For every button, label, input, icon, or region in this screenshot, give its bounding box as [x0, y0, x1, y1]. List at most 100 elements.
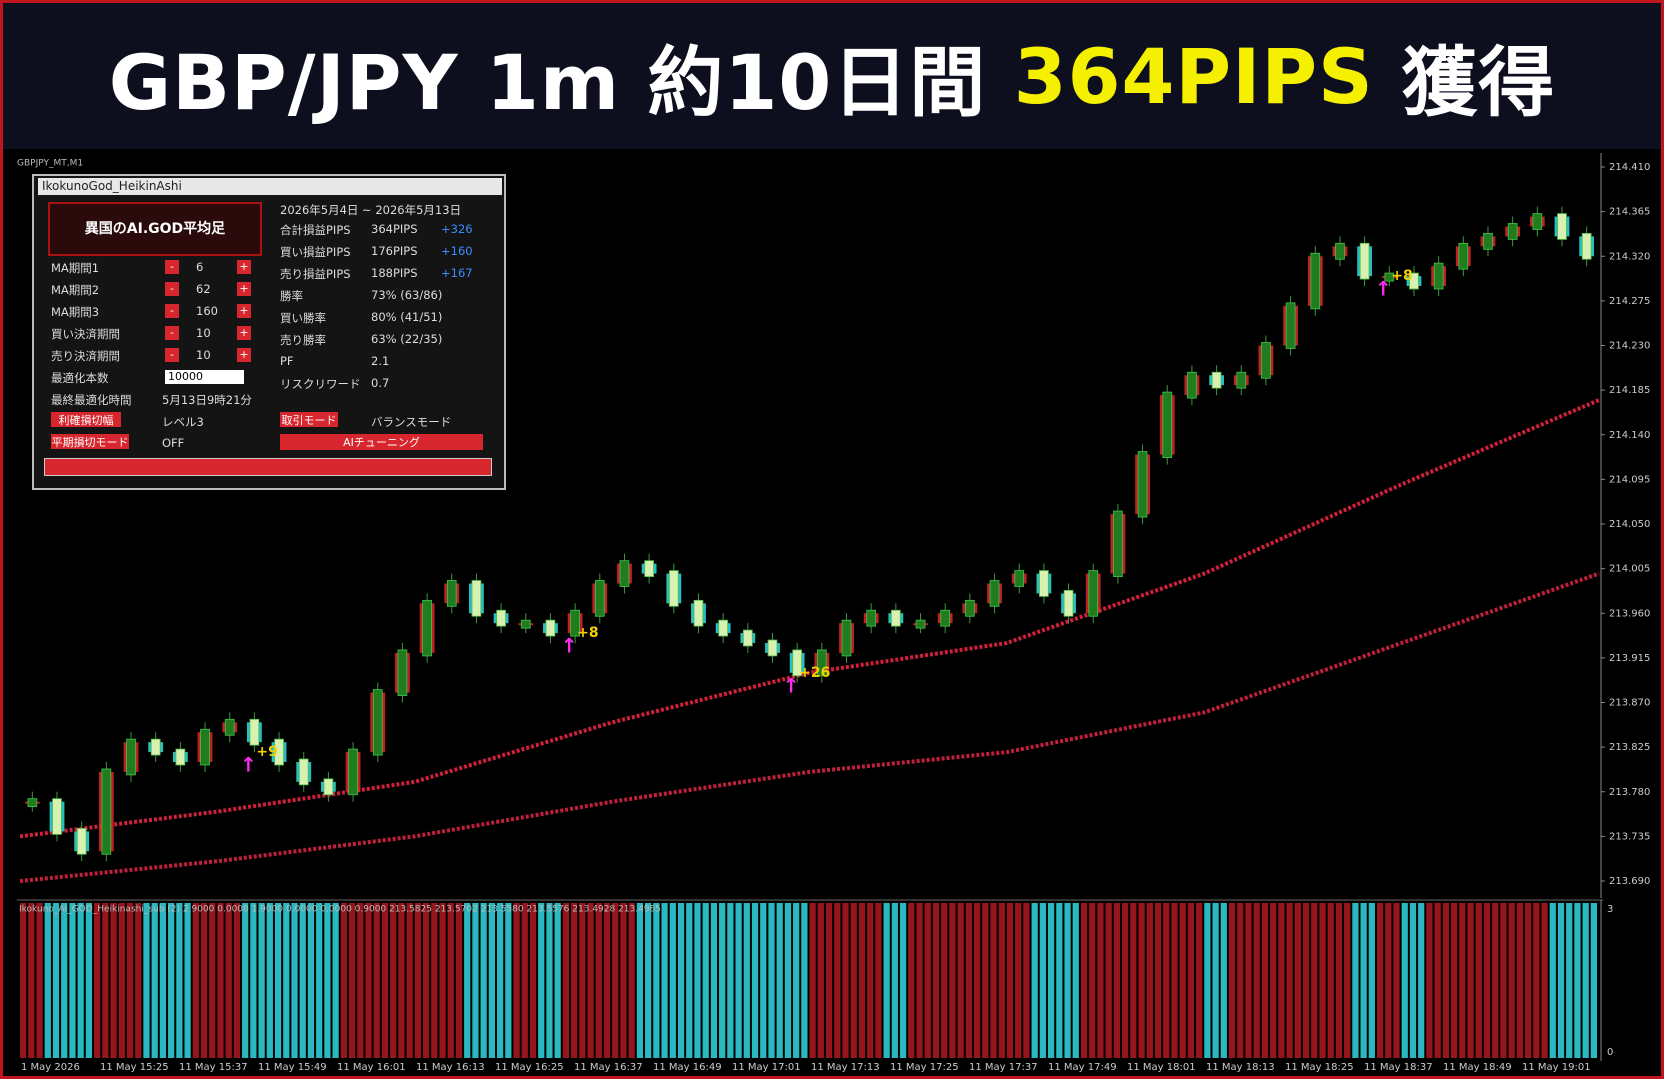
sub-bar [998, 903, 1005, 1058]
y-tick-label: 214.230 [1609, 341, 1650, 352]
sub-bar [1492, 903, 1499, 1058]
sub-bar [1549, 903, 1556, 1058]
candle [1507, 223, 1518, 240]
sub-bar [1582, 903, 1589, 1058]
x-tick-label: 11 May 18:13 [1206, 1062, 1275, 1073]
candle [693, 599, 704, 627]
candle [816, 649, 827, 677]
sub-bar [1409, 903, 1417, 1058]
param-label: 売り決済期間 [51, 349, 120, 363]
sub-bar [776, 903, 783, 1058]
candle [1359, 242, 1370, 280]
x-tick-label: 1 May 2026 [21, 1062, 80, 1073]
candle [249, 718, 260, 746]
sub-bar [1278, 903, 1285, 1058]
y-tick-label: 213.915 [1609, 653, 1650, 664]
sub-bar [612, 903, 619, 1058]
minus-button[interactable]: - [165, 326, 179, 340]
sub-bar [899, 903, 907, 1058]
sub-bar [126, 903, 134, 1058]
sub-bar [184, 903, 191, 1058]
minus-button[interactable]: - [165, 348, 179, 362]
candle [1162, 391, 1173, 458]
sub-bar [242, 903, 249, 1058]
candle [965, 599, 975, 617]
opt-input[interactable]: 10000 [165, 370, 244, 384]
sl-button[interactable]: 平期損切モード [51, 434, 129, 449]
mode-button[interactable]: 取引モード [280, 412, 338, 427]
sub-bar [990, 903, 997, 1058]
minus-button[interactable]: - [165, 260, 179, 274]
minus-button[interactable]: - [165, 304, 179, 318]
logo: 異国のAI.GOD平均足 [48, 202, 262, 256]
sub-bar [867, 903, 874, 1058]
sub-bar [455, 903, 463, 1058]
sub-bar [1171, 903, 1178, 1058]
signal-label: +8 [1391, 268, 1412, 284]
candle [1137, 451, 1148, 518]
sub-bar [743, 903, 750, 1058]
sub-bar [307, 903, 315, 1058]
candle [224, 718, 235, 736]
sub-bar [571, 903, 578, 1058]
stat-delta: +167 [441, 266, 473, 280]
sub-bar [118, 903, 125, 1058]
sub-bar [422, 903, 430, 1058]
plus-button[interactable]: + [237, 348, 251, 362]
plus-button[interactable]: + [237, 304, 251, 318]
candle [274, 738, 284, 766]
plus-button[interactable]: + [237, 282, 251, 296]
sub-bar [1360, 903, 1367, 1058]
sub-bar [1442, 903, 1449, 1058]
plus-button[interactable]: + [237, 260, 251, 274]
sub-bar [1327, 903, 1334, 1058]
sub-bar [348, 903, 356, 1058]
signal-label: +26 [799, 665, 830, 681]
sub-bar [628, 903, 635, 1058]
sub-bar [1590, 903, 1597, 1058]
sub-bar [603, 903, 611, 1058]
progress-bar [44, 458, 492, 476]
sub-bar [653, 903, 660, 1058]
candle [27, 798, 38, 808]
title: 獲得 [1401, 38, 1556, 127]
sub-bar [883, 903, 890, 1058]
candle [644, 560, 654, 577]
sub-bar [61, 903, 68, 1058]
stat-label: 売り損益PIPS [280, 267, 351, 281]
sub-bar [1253, 903, 1260, 1058]
param-value: 62 [196, 282, 211, 296]
sub-bar [1376, 903, 1384, 1058]
y-tick-label: 214.140 [1609, 430, 1650, 441]
x-tick-label: 11 May 16:01 [337, 1062, 406, 1073]
sub-bar [52, 903, 60, 1058]
param-label: MA期間3 [51, 305, 100, 319]
sub-bar [1426, 903, 1433, 1058]
ai-button[interactable]: AIチューニング [280, 434, 483, 450]
sub-bar [1311, 903, 1318, 1058]
sub-bar [620, 903, 627, 1058]
y-tick-label: 214.185 [1609, 385, 1650, 396]
candle [372, 689, 383, 756]
sub-bar [579, 903, 586, 1058]
minus-button[interactable]: - [165, 282, 179, 296]
sub-bar [793, 903, 800, 1058]
tp-button[interactable]: 利確損切幅 [51, 412, 121, 427]
candle [989, 580, 1000, 607]
y-tick-label: 213.870 [1609, 698, 1650, 709]
sub-bar [1557, 903, 1565, 1058]
sub-bar [538, 903, 545, 1058]
param-value: 10 [196, 326, 211, 340]
sub-bar [850, 903, 857, 1058]
x-tick-label: 11 May 17:25 [890, 1062, 959, 1073]
sub-bar [1352, 903, 1359, 1058]
sub-bar [1237, 903, 1244, 1058]
candle [1014, 570, 1025, 587]
sub-bar [1179, 903, 1186, 1058]
plus-button[interactable]: + [237, 326, 251, 340]
sub-bar [1261, 903, 1269, 1058]
sub-bar [488, 903, 495, 1058]
sub-bar [562, 903, 570, 1058]
sub-bar [965, 903, 972, 1058]
sub-bar [151, 903, 158, 1058]
